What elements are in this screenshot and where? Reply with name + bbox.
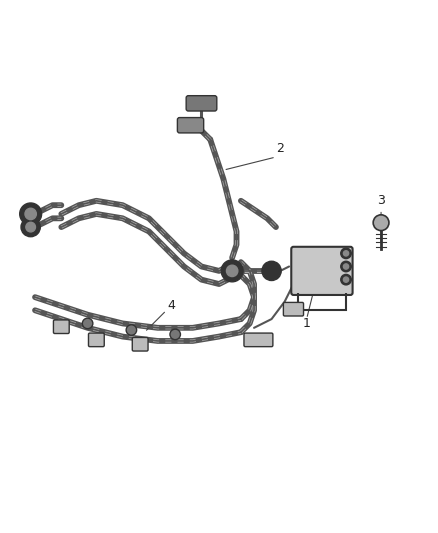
FancyBboxPatch shape <box>53 320 69 334</box>
Circle shape <box>25 208 36 220</box>
Circle shape <box>82 318 93 329</box>
Circle shape <box>343 251 349 256</box>
Circle shape <box>126 325 137 335</box>
Circle shape <box>343 277 349 282</box>
Text: 3: 3 <box>377 195 385 207</box>
FancyBboxPatch shape <box>132 337 148 351</box>
FancyBboxPatch shape <box>283 302 304 316</box>
FancyBboxPatch shape <box>186 96 217 111</box>
Circle shape <box>341 248 351 259</box>
Circle shape <box>20 203 42 225</box>
Circle shape <box>26 222 35 232</box>
Circle shape <box>262 261 281 280</box>
Text: 4: 4 <box>167 300 175 312</box>
Circle shape <box>221 260 243 282</box>
FancyBboxPatch shape <box>244 333 273 346</box>
Circle shape <box>341 274 351 285</box>
Text: 1: 1 <box>303 317 311 330</box>
FancyBboxPatch shape <box>291 247 353 295</box>
Circle shape <box>21 217 40 237</box>
Text: 2: 2 <box>276 142 284 155</box>
Circle shape <box>170 329 180 340</box>
Circle shape <box>343 264 349 269</box>
FancyBboxPatch shape <box>88 333 104 346</box>
Circle shape <box>341 261 351 272</box>
Circle shape <box>226 265 238 277</box>
FancyBboxPatch shape <box>177 118 204 133</box>
Circle shape <box>373 215 389 231</box>
